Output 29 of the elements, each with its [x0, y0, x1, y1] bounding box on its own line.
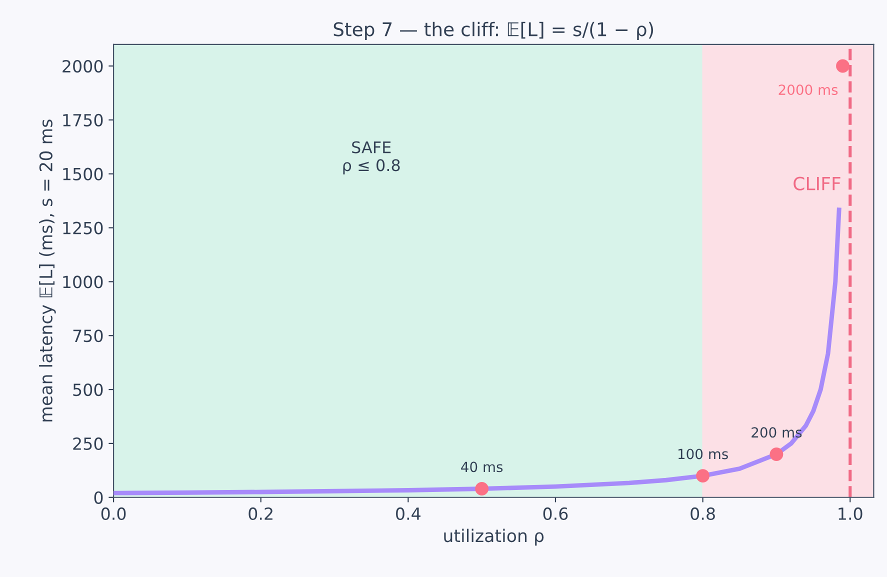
point — [475, 482, 489, 496]
data-label: 40 ms — [461, 462, 503, 472]
y-tick-label: 0 — [94, 491, 103, 504]
y-tick-label: 1750 — [63, 114, 103, 126]
line-series — [114, 208, 842, 496]
x-tick-label: 0.2 — [248, 507, 272, 520]
y-tick-label: 2000 — [62, 60, 103, 73]
point — [836, 59, 850, 73]
x-tick-label: 0.4 — [396, 507, 420, 520]
y-tick-label: 1000 — [63, 276, 103, 288]
y-tick-label: 1250 — [63, 222, 103, 234]
ref-line-label: CLIFF — [794, 176, 840, 190]
y-tick-label: 500 — [73, 383, 103, 396]
x-tick-label: 1.0 — [838, 507, 862, 520]
x-tick-label: 0.0 — [101, 507, 126, 520]
x-axis-title: utilization ρ — [444, 528, 544, 546]
band-label: SAFE ρ ≤ 0.8 — [343, 141, 400, 174]
x-tick-label: 0.8 — [690, 507, 715, 520]
y-tick-label: 1500 — [63, 168, 103, 180]
y-tick-label: 750 — [73, 330, 103, 342]
data-label: 2000 ms — [778, 84, 838, 96]
point — [770, 448, 784, 461]
data-label: 100 ms — [678, 448, 728, 460]
point — [696, 469, 710, 483]
data-label: 200 ms — [752, 427, 802, 438]
chart-title: Step 7 — the cliff: 𝔼[L] = s/(1 − ρ) — [334, 22, 654, 40]
y-axis-title: mean latency 𝔼[L] (ms), s = 20 ms — [39, 120, 56, 422]
x-tick-label: 0.6 — [543, 507, 568, 520]
y-tick-label: 250 — [73, 437, 103, 450]
